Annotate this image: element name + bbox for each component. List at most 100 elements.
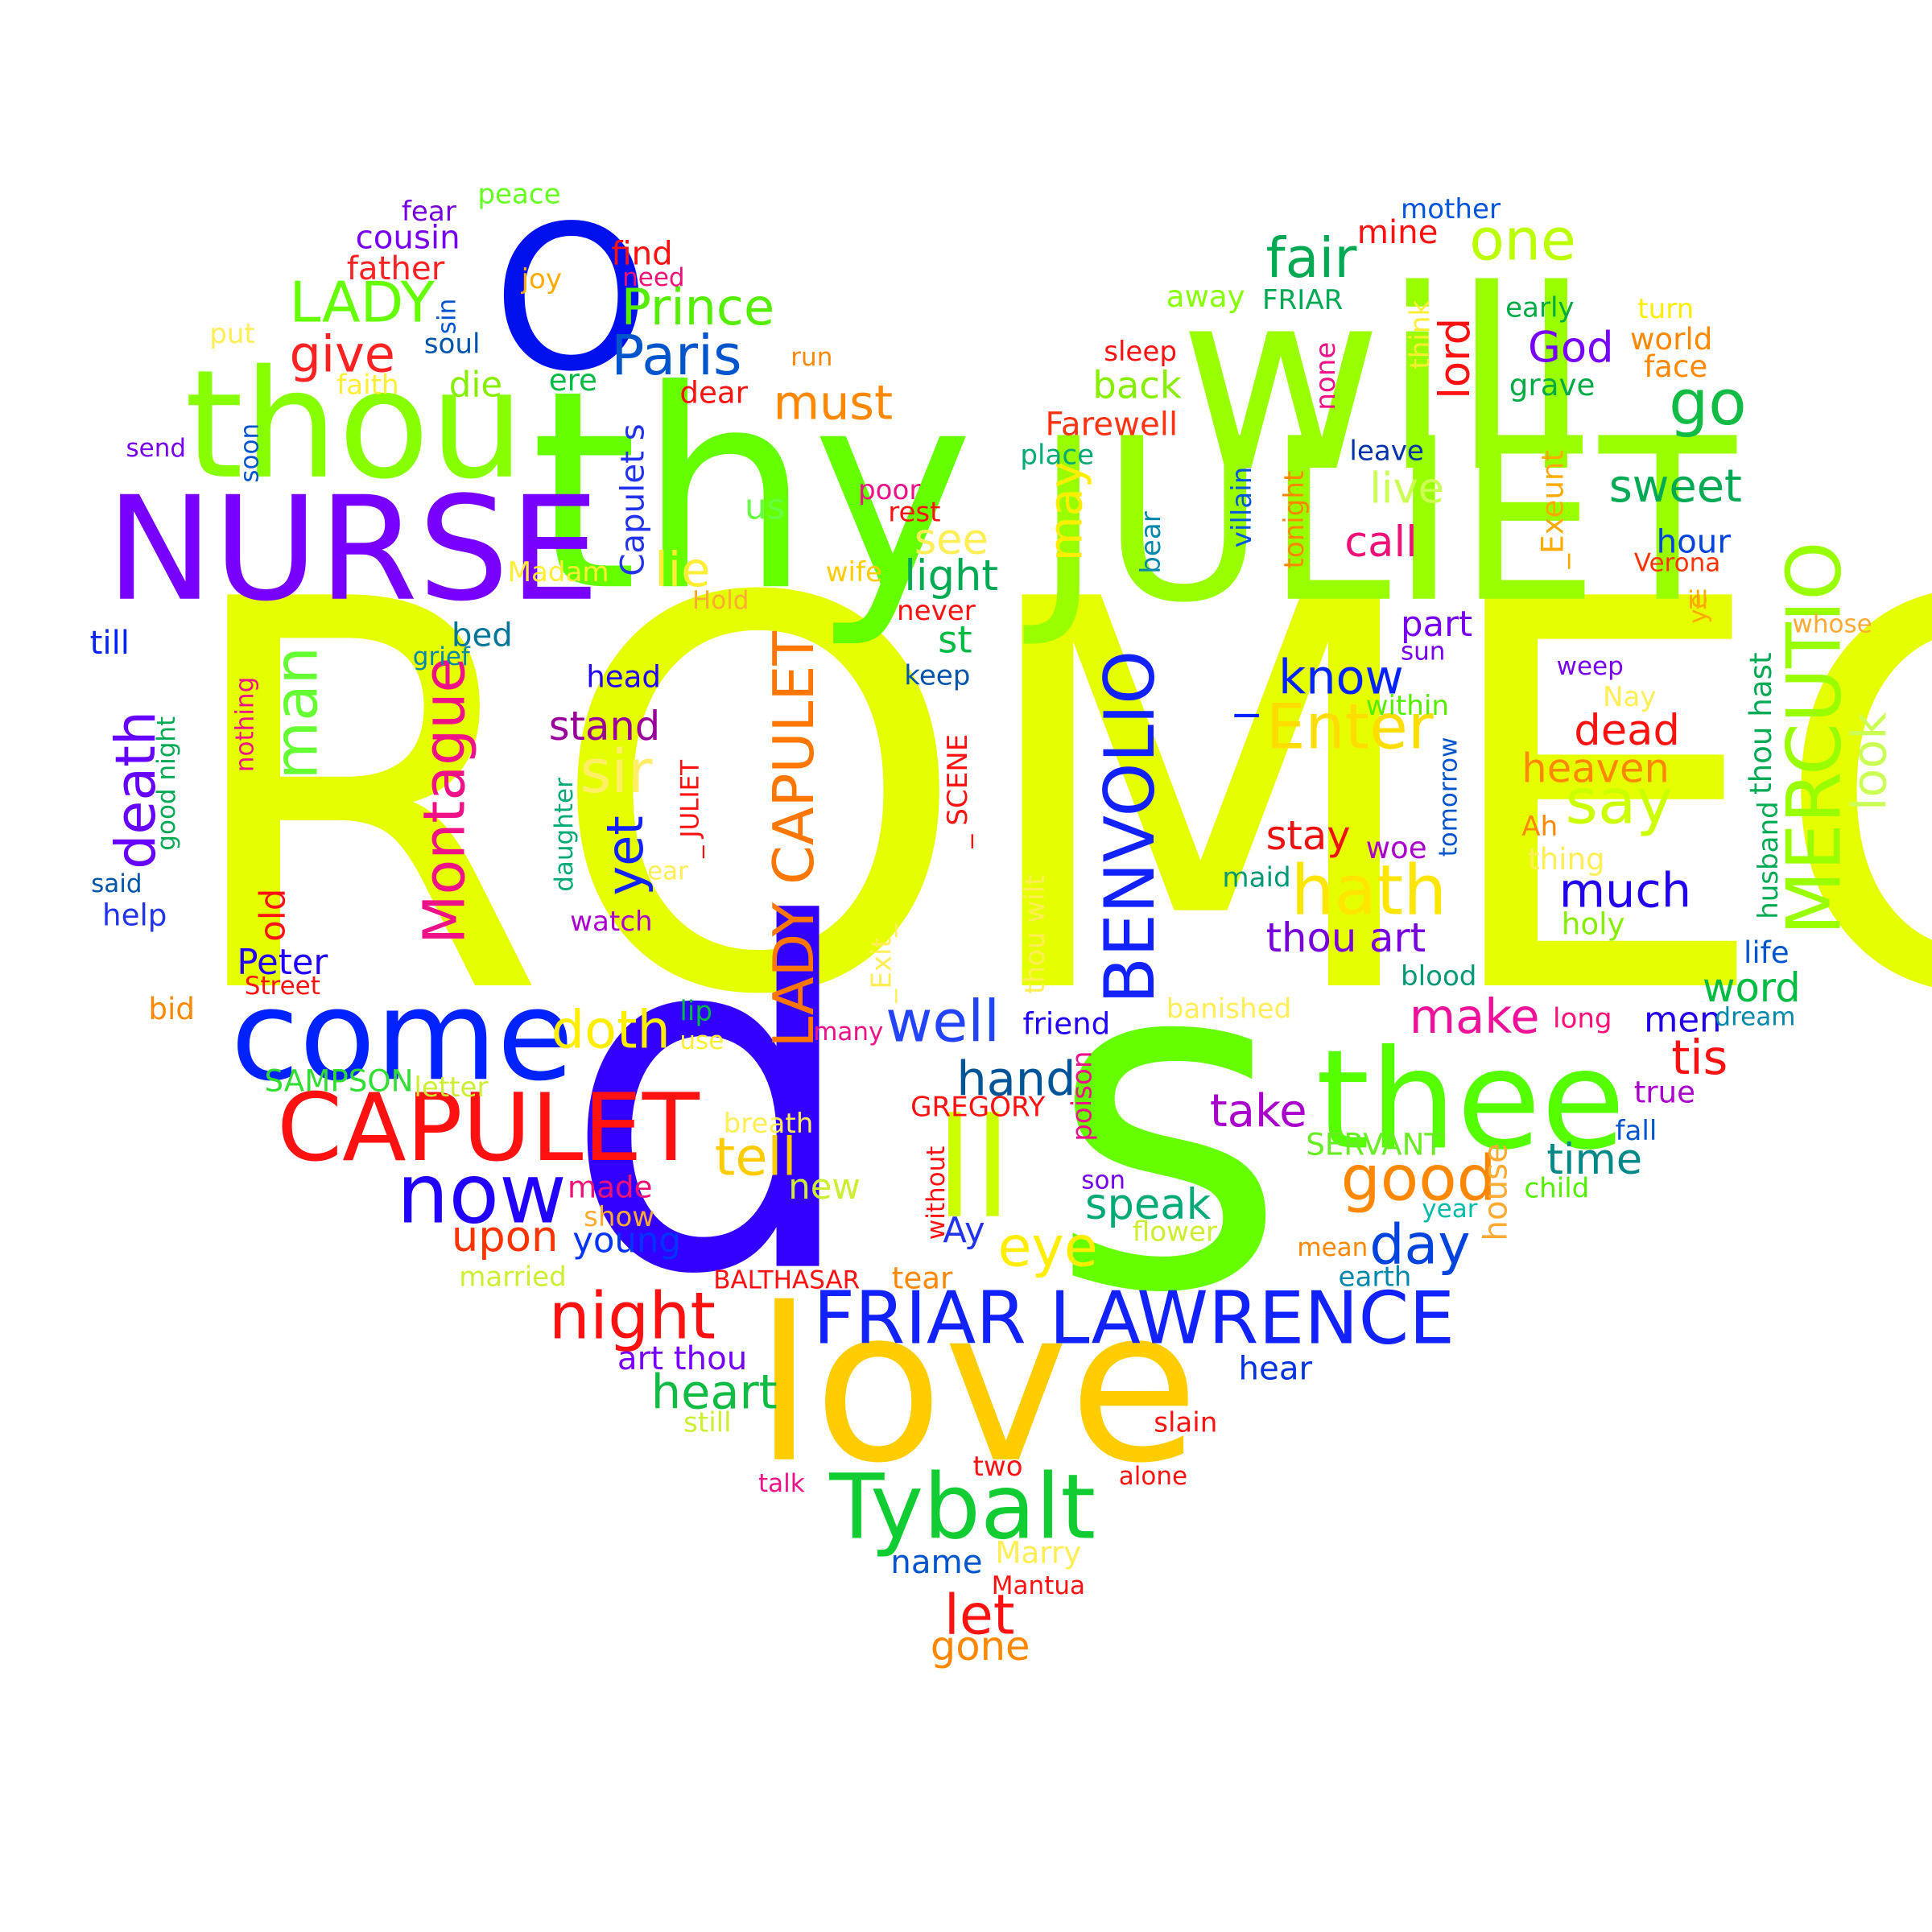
- word-take: take: [1210, 1085, 1307, 1137]
- word-sweet: sweet: [1609, 460, 1742, 513]
- word-heaven: heaven: [1521, 745, 1670, 792]
- word-two: two: [973, 1451, 1023, 1483]
- word-day: day: [1369, 1214, 1470, 1278]
- word-soul: soul: [424, 328, 481, 361]
- word-keep: keep: [904, 660, 970, 692]
- word-holy: holy: [1562, 906, 1625, 942]
- word-live: live: [1369, 464, 1444, 513]
- word-mother: mother: [1401, 193, 1501, 225]
- word-upon: upon: [452, 1212, 558, 1261]
- word-part: part: [1401, 605, 1472, 645]
- word-year: year: [1422, 1195, 1477, 1224]
- word-hear: hear: [1239, 1350, 1313, 1388]
- word-gone: gone: [931, 1623, 1030, 1670]
- word-whose: whose: [1793, 610, 1872, 639]
- word-ear: ear: [647, 857, 688, 886]
- word-banished: banished: [1166, 993, 1292, 1025]
- word-exit: _Exit_: [865, 923, 898, 1004]
- word-juliet: _ JULIET: [676, 759, 705, 859]
- word-dead: dead: [1574, 706, 1680, 755]
- word-within: within: [1366, 690, 1449, 722]
- word-letter: letter: [414, 1071, 489, 1104]
- word-o: O: [493, 184, 650, 415]
- word-now: now: [397, 1146, 567, 1242]
- word-fear: fear: [402, 196, 457, 228]
- word-nothing: nothing: [231, 677, 260, 772]
- word-man: man: [262, 646, 332, 779]
- word-none: none: [1310, 342, 1342, 411]
- word-ere: ere: [549, 362, 597, 398]
- word-prince: Prince: [621, 278, 775, 336]
- word-alone: alone: [1119, 1462, 1187, 1491]
- word-farewell: Farewell: [1045, 406, 1178, 444]
- word-early: early: [1505, 292, 1575, 324]
- word-yet: yet: [596, 815, 654, 895]
- word-mean: mean: [1297, 1233, 1368, 1262]
- word-married: married: [459, 1261, 567, 1293]
- word-dream: dream: [1715, 1003, 1795, 1032]
- word-slain: slain: [1154, 1407, 1217, 1439]
- word-grief: grief: [413, 642, 471, 671]
- word-talk: talk: [758, 1469, 805, 1498]
- word-thou-wilt: thou wilt: [1019, 874, 1051, 993]
- word-come: come: [231, 963, 574, 1108]
- word-put: put: [209, 318, 255, 350]
- word-world: world: [1630, 321, 1712, 357]
- word-find: find: [611, 235, 673, 273]
- word-light: light: [904, 551, 998, 601]
- word-exeunt: _Exeunt: [1534, 450, 1570, 570]
- word-face: face: [1644, 349, 1707, 384]
- word-poison: poison: [1067, 1051, 1099, 1141]
- word-friend: friend: [1023, 1005, 1111, 1041]
- word-madam: Madam: [508, 556, 609, 588]
- word-balthasar: BALTHASAR: [713, 1266, 860, 1295]
- word-tell: tell: [715, 1128, 797, 1188]
- word-son: son: [1081, 1166, 1125, 1195]
- word-capulet-s: Capulet s: [614, 423, 652, 576]
- word-: _: [1234, 662, 1260, 717]
- word-die: die: [449, 365, 502, 406]
- word-place: place: [1020, 439, 1094, 471]
- word-tybalt: Tybalt: [828, 1455, 1096, 1559]
- word-mercutio: MERCUTIO: [1770, 542, 1857, 935]
- word-us: us: [745, 488, 785, 528]
- word-many: many: [813, 1018, 883, 1046]
- word-hath: hath: [1291, 852, 1447, 931]
- word-daughter: daughter: [550, 778, 579, 892]
- word-art-thou: art thou: [617, 1340, 747, 1377]
- word-paris: Paris: [611, 324, 741, 388]
- word-lip: lip: [679, 995, 712, 1027]
- word-tear: tear: [892, 1261, 953, 1296]
- word-love: love: [754, 1264, 1199, 1510]
- word-peace: peace: [477, 179, 560, 211]
- word-dear: dear: [679, 375, 748, 411]
- word-friar-lawrence: FRIAR LAWRENCE: [813, 1278, 1455, 1361]
- word-hold: Hold: [692, 586, 749, 615]
- word-thy: thy: [530, 332, 974, 651]
- word-men: men: [1644, 1000, 1721, 1040]
- word-thee: thee: [1316, 1021, 1625, 1180]
- word-servant: SERVANT: [1306, 1127, 1443, 1162]
- word-name: name: [890, 1543, 982, 1581]
- word-help: help: [102, 898, 167, 933]
- word-sun: sun: [1401, 638, 1445, 667]
- word-lady-capulet: LADY CAPULET: [762, 631, 827, 1048]
- word-night: night: [549, 1279, 716, 1355]
- word-good: good: [1341, 1143, 1496, 1216]
- word-well: well: [886, 989, 1000, 1055]
- word-call: call: [1344, 518, 1418, 567]
- word-stay: stay: [1266, 812, 1351, 859]
- word-doth: doth: [551, 1001, 671, 1061]
- word-d: d: [561, 826, 862, 1378]
- word-woe: woe: [1366, 830, 1427, 865]
- word-eye: eye: [998, 1216, 1098, 1280]
- word-sir: sir: [580, 737, 653, 807]
- word-blood: blood: [1401, 960, 1476, 993]
- word-ah: Ah: [1521, 811, 1558, 843]
- word-flower: flower: [1133, 1216, 1218, 1249]
- word-enter: Enter: [1266, 691, 1434, 764]
- word-thou-art: thou art: [1266, 914, 1426, 961]
- word-may: may: [1038, 460, 1092, 561]
- word-villain: villain: [1226, 467, 1258, 548]
- word-watch: watch: [570, 906, 652, 938]
